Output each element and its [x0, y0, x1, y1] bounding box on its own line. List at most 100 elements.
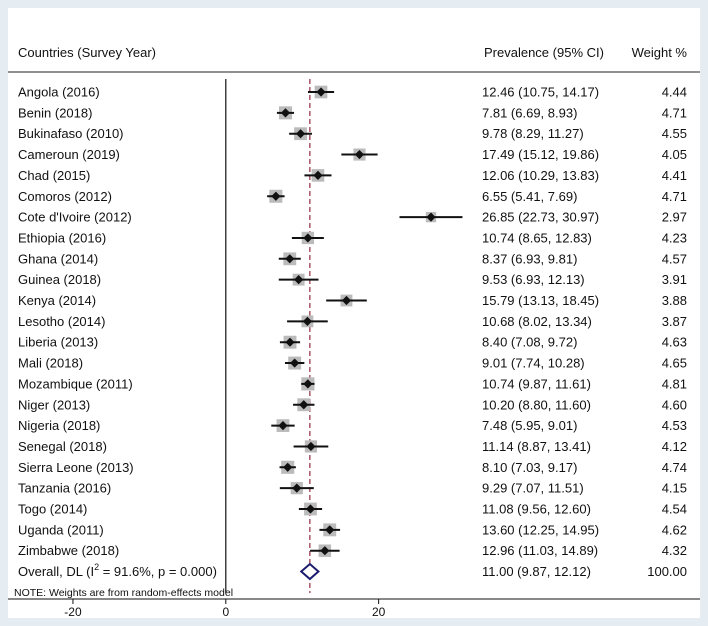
- study-estimate: 11.14 (8.87, 13.41): [482, 439, 591, 454]
- study-estimate: 9.01 (7.74, 10.28): [482, 356, 585, 371]
- forest-plot: Countries (Survey Year) Prevalence (95% C…: [8, 45, 700, 618]
- study-estimate: 7.48 (5.95, 9.01): [482, 418, 577, 433]
- study-label: Sierra Leone (2013): [18, 460, 134, 475]
- study-label: Mali (2018): [18, 356, 83, 371]
- x-tick-label: 20: [372, 605, 386, 618]
- point-estimate: [295, 129, 306, 139]
- forest-plot-panel: Countries (Survey Year) Prevalence (95% C…: [8, 8, 700, 618]
- overall-label: Overall, DL (I2 = 91.6%, p = 0.000): [18, 562, 217, 579]
- study-weight: 3.91: [662, 272, 687, 287]
- point-estimate: [283, 462, 293, 472]
- study-label: Togo (2014): [18, 502, 87, 517]
- study-label: Kenya (2014): [18, 293, 96, 308]
- point-estimate: [294, 275, 304, 285]
- point-estimate: [316, 87, 326, 97]
- study-label: Guinea (2018): [18, 272, 101, 287]
- point-estimate: [271, 191, 281, 201]
- study-weight: 4.54: [662, 502, 687, 517]
- study-label: Ethiopia (2016): [18, 230, 106, 245]
- study-column-header: Countries (Survey Year): [18, 45, 156, 60]
- study-weight: 4.71: [662, 105, 687, 120]
- study-estimate: 10.20 (8.80, 11.60): [482, 397, 591, 412]
- study-label: Uganda (2011): [18, 522, 104, 537]
- study-weight: 4.65: [662, 356, 687, 371]
- point-estimate: [306, 441, 316, 452]
- study-weight: 4.53: [662, 418, 687, 433]
- study-label: Cote d'Ivoire (2012): [18, 210, 132, 225]
- study-estimate: 10.74 (8.65, 12.83): [482, 230, 592, 245]
- point-estimate: [320, 546, 330, 556]
- study-label: Angola (2016): [18, 85, 100, 100]
- study-label: Benin (2018): [18, 105, 92, 120]
- study-estimate: 12.06 (10.29, 13.83): [482, 168, 599, 183]
- study-estimate: 8.40 (7.08, 9.72): [482, 335, 577, 350]
- study-label: Bukinafaso (2010): [18, 126, 124, 141]
- study-label: Nigeria (2018): [18, 418, 100, 433]
- point-estimate: [292, 483, 302, 493]
- study-label: Cameroun (2019): [18, 147, 120, 162]
- point-estimate: [302, 316, 313, 326]
- point-estimate: [290, 358, 300, 368]
- weight-column-header: Weight %: [632, 45, 688, 60]
- study-weight: 4.74: [662, 460, 687, 475]
- study-label: Tanzania (2016): [18, 481, 111, 496]
- study-label: Senegal (2018): [18, 439, 107, 454]
- point-estimate: [280, 108, 291, 118]
- point-estimate: [313, 170, 323, 180]
- study-label: Lesotho (2014): [18, 314, 105, 329]
- study-weight: 2.97: [662, 210, 687, 225]
- study-estimate: 9.29 (7.07, 11.51): [482, 481, 584, 496]
- study-estimate: 9.53 (6.93, 12.13): [482, 272, 585, 287]
- study-weight: 4.60: [662, 397, 687, 412]
- study-weight: 4.23: [662, 230, 687, 245]
- study-estimate: 8.37 (6.93, 9.81): [482, 251, 577, 266]
- study-estimate: 26.85 (22.73, 30.97): [482, 210, 599, 225]
- study-estimate: 15.79 (13.13, 18.45): [482, 293, 599, 308]
- point-estimate: [278, 421, 288, 431]
- study-label: Chad (2015): [18, 168, 90, 183]
- study-estimate: 8.10 (7.03, 9.17): [482, 460, 577, 475]
- x-tick-label: -20: [64, 605, 82, 618]
- point-estimate: [303, 379, 313, 389]
- study-weight: 3.87: [662, 314, 687, 329]
- study-weight: 4.63: [662, 335, 687, 350]
- study-estimate: 9.78 (8.29, 11.27): [482, 126, 584, 141]
- study-weight: 4.57: [662, 251, 687, 266]
- overall-diamond: [299, 562, 320, 581]
- study-estimate: 10.74 (9.87, 11.61): [482, 376, 591, 391]
- overall-weight: 100.00: [647, 564, 687, 579]
- study-label: Zimbabwe (2018): [18, 543, 119, 558]
- study-label: Ghana (2014): [18, 251, 98, 266]
- study-weight: 4.12: [662, 439, 687, 454]
- study-estimate: 11.08 (9.56, 12.60): [482, 502, 591, 517]
- study-weight: 4.62: [662, 522, 687, 537]
- point-estimate: [303, 233, 313, 243]
- study-estimate: 7.81 (6.69, 8.93): [482, 105, 577, 120]
- point-estimate: [354, 149, 365, 160]
- point-estimate: [341, 295, 352, 306]
- point-estimate: [299, 400, 309, 410]
- study-label: Niger (2013): [18, 397, 90, 412]
- study-label: Comoros (2012): [18, 189, 112, 204]
- study-label: Liberia (2013): [18, 335, 98, 350]
- study-weight: 4.32: [662, 543, 687, 558]
- study-weight: 4.81: [662, 376, 687, 391]
- point-estimate: [325, 525, 335, 535]
- study-weight: 4.15: [662, 481, 687, 496]
- study-estimate: 17.49 (15.12, 19.86): [482, 147, 599, 162]
- study-estimate: 10.68 (8.02, 13.34): [482, 314, 592, 329]
- point-estimate: [305, 504, 316, 514]
- overall-estimate: 11.00 (9.87, 12.12): [482, 564, 591, 579]
- point-estimate: [285, 337, 295, 347]
- study-weight: 3.88: [662, 293, 687, 308]
- study-weight: 4.44: [662, 85, 687, 100]
- study-weight: 4.55: [662, 126, 687, 141]
- study-weight: 4.05: [662, 147, 687, 162]
- study-estimate: 13.60 (12.25, 14.95): [482, 522, 599, 537]
- point-estimate: [426, 212, 436, 222]
- estimate-column-header: Prevalence (95% CI): [484, 45, 604, 60]
- study-weight: 4.71: [662, 189, 687, 204]
- study-estimate: 6.55 (5.41, 7.69): [482, 189, 577, 204]
- x-tick-label: 0: [222, 605, 229, 618]
- study-estimate: 12.96 (11.03, 14.89): [482, 543, 598, 558]
